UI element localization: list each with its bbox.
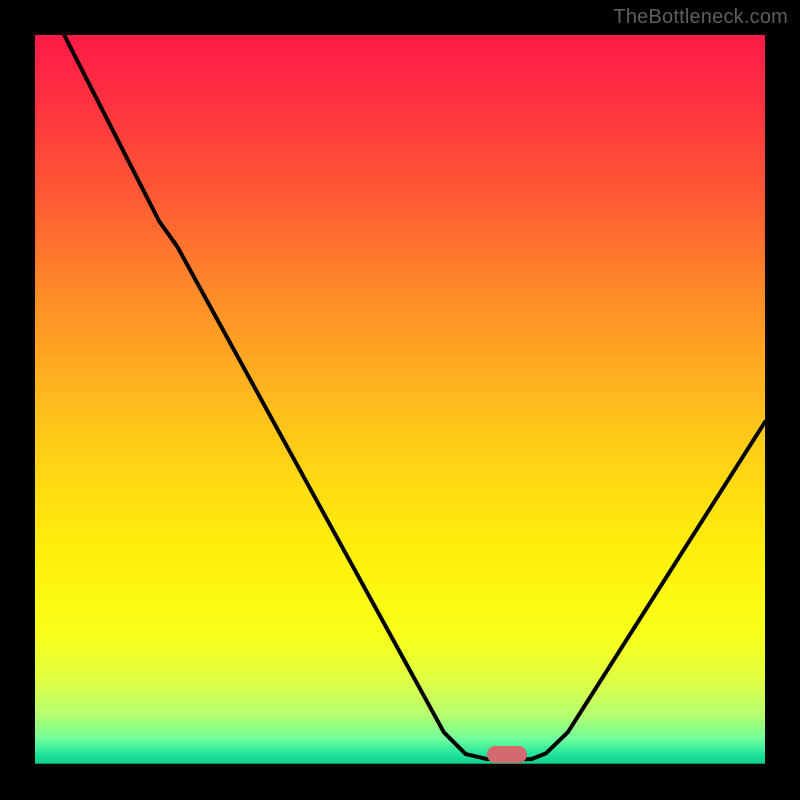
- plot-area: [35, 35, 765, 765]
- chart-stage: TheBottleneck.com: [0, 0, 800, 800]
- optimum-marker: [487, 746, 527, 763]
- gradient-background: [35, 35, 765, 765]
- watermark-label: TheBottleneck.com: [613, 6, 788, 29]
